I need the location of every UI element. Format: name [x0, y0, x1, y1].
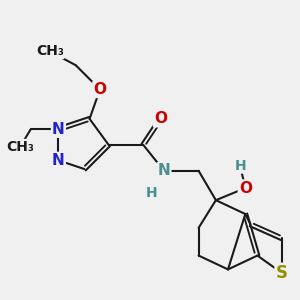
Text: H: H [234, 159, 246, 172]
Text: N: N [52, 153, 65, 168]
Text: CH₃: CH₃ [6, 140, 34, 154]
Text: CH₃: CH₃ [36, 44, 64, 58]
Text: O: O [239, 181, 252, 196]
Text: O: O [154, 111, 167, 126]
Text: H: H [146, 186, 158, 200]
Text: N: N [158, 163, 170, 178]
Text: N: N [52, 122, 65, 137]
Text: H: H [146, 186, 158, 200]
Text: S: S [276, 264, 288, 282]
Text: O: O [93, 82, 106, 97]
